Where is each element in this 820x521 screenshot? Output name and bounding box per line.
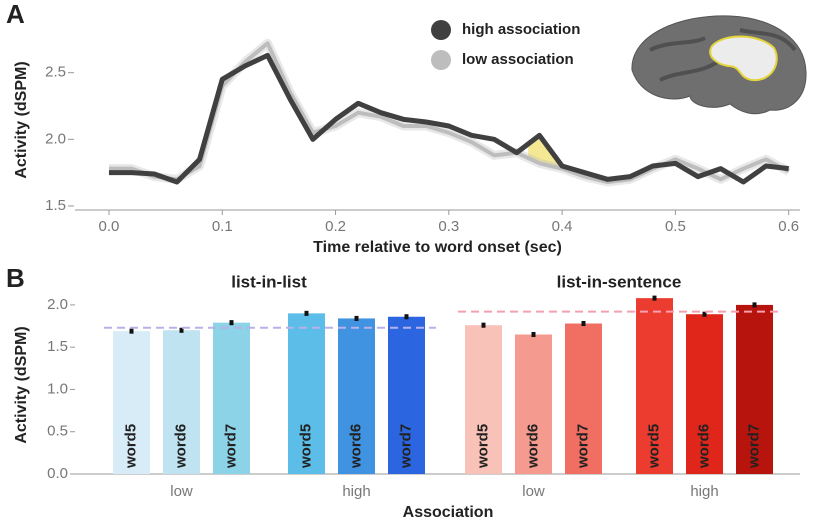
bar-label: word5 (645, 424, 662, 469)
y-tick-label: 1.5 (45, 197, 66, 214)
legend-label: high association (462, 21, 580, 38)
x-axis-label: Time relative to word onset (sec) (313, 239, 562, 256)
x-tick-label: 0.4 (552, 218, 573, 235)
legend-marker (431, 50, 451, 70)
y-axis-label: Activity (dSPM) (13, 61, 30, 178)
bar-label: word6 (347, 424, 364, 469)
x-tick-label: 0.0 (99, 218, 120, 235)
bar-label: word7 (745, 424, 762, 469)
y-tick-label: 2.0 (45, 130, 66, 147)
line (108, 52, 789, 185)
x-tick-label: high (342, 483, 370, 500)
bar (163, 330, 200, 474)
bar-label: word5 (474, 424, 491, 469)
x-tick-label: low (522, 483, 545, 500)
panel-label: A (6, 0, 25, 29)
y-tick-label: 0.5 (47, 423, 68, 440)
legend-marker (431, 20, 451, 40)
bar-label: word6 (695, 424, 712, 469)
x-tick-label: 0.2 (325, 218, 346, 235)
bar (465, 325, 502, 474)
x-axis-label: Association (403, 504, 494, 521)
bar (213, 322, 250, 474)
bar-label: word5 (297, 424, 314, 469)
bar (736, 304, 773, 474)
bar (113, 331, 150, 474)
y-tick-label: 1.0 (47, 380, 68, 397)
bar (515, 334, 552, 474)
bar-label: word7 (574, 424, 591, 469)
y-tick-label: 1.5 (47, 338, 68, 355)
facet-title: list-in-list (231, 272, 307, 291)
x-tick-label: 0.1 (212, 218, 233, 235)
bar (338, 318, 375, 474)
bar-label: word6 (172, 424, 189, 469)
x-tick-label: low (170, 483, 193, 500)
x-tick-label: 0.3 (438, 218, 459, 235)
bar-label: word5 (122, 424, 139, 469)
bar (565, 323, 602, 474)
x-tick-label: 0.5 (665, 218, 686, 235)
brain-icon (631, 15, 807, 115)
legend-label: low association (462, 51, 574, 68)
y-tick-label: 2.5 (45, 64, 66, 81)
bar (388, 316, 425, 474)
y-axis-label: Activity (dSPM) (13, 326, 30, 443)
panel-label: B (6, 263, 25, 293)
facet-title: list-in-sentence (557, 272, 682, 291)
bar (636, 298, 673, 474)
bar (686, 314, 723, 474)
y-tick-label: 0.0 (47, 465, 68, 482)
bar-label: word6 (524, 424, 541, 469)
y-tick-label: 2.0 (47, 296, 68, 313)
bar (288, 313, 325, 474)
x-tick-label: high (690, 483, 718, 500)
bar-label: word7 (222, 424, 239, 469)
x-tick-label: 0.6 (778, 218, 799, 235)
bar-label: word7 (397, 424, 414, 469)
